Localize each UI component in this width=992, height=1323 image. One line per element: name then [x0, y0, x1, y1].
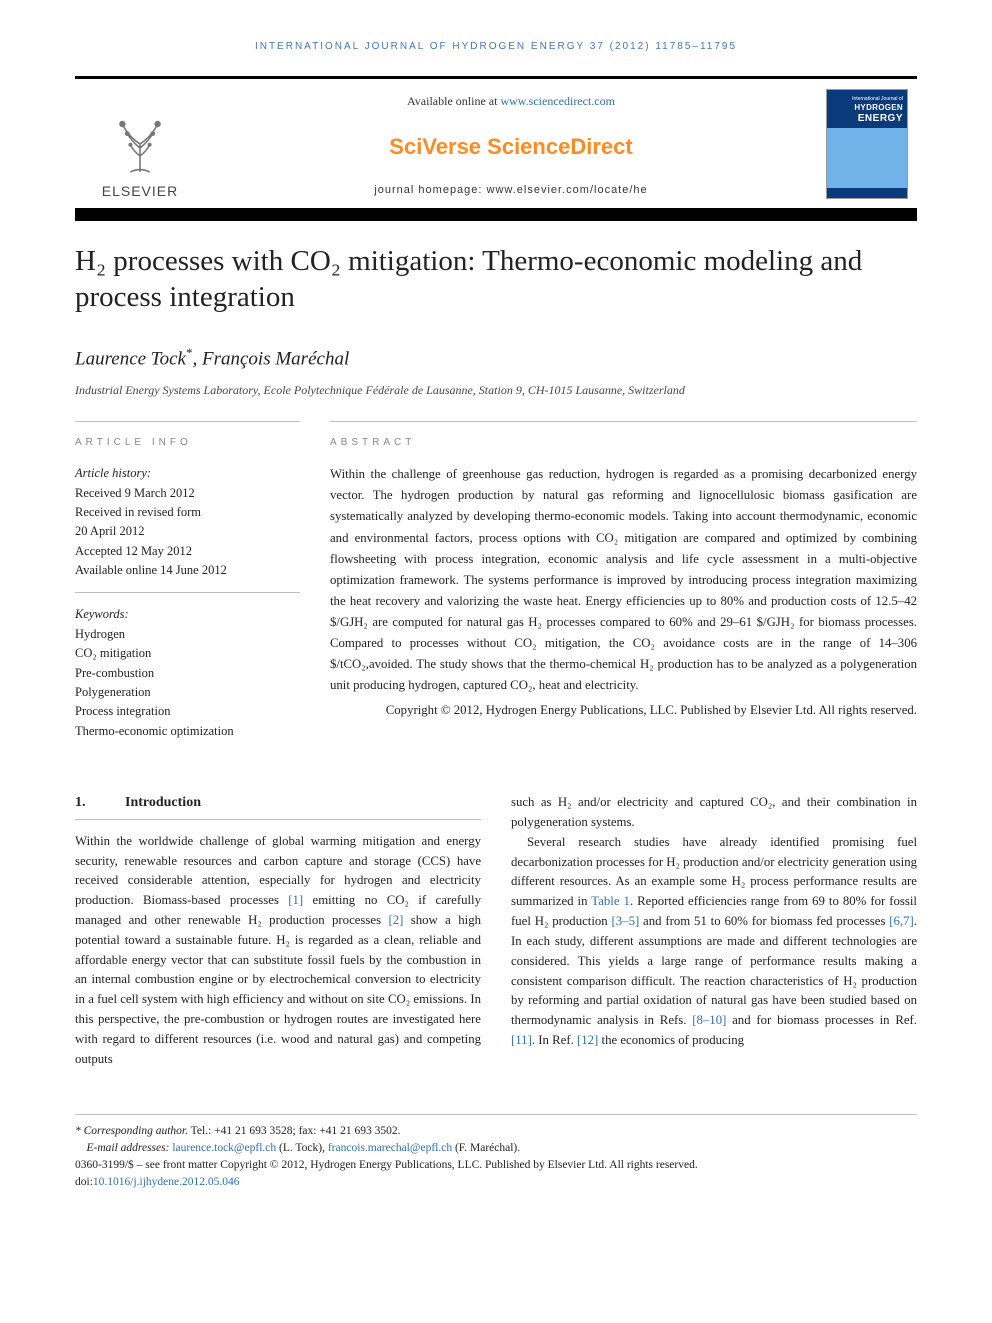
corr-label: * Corresponding author. — [75, 1125, 188, 1137]
available-prefix: Available online at — [407, 94, 500, 108]
email-line: E-mail addresses: laurence.tock@epfl.ch … — [75, 1140, 917, 1157]
citation-link[interactable]: [12] — [577, 1033, 598, 1047]
article-history: Article history: Received 9 March 2012 R… — [75, 464, 300, 580]
text-run: and for biomass processes in Ref. — [726, 1013, 917, 1027]
authors-line: Laurence Tock*, François Maréchal — [75, 344, 917, 373]
page-footer: * Corresponding author. Tel.: +41 21 693… — [75, 1114, 917, 1192]
email-who: (L. Tock), — [276, 1142, 328, 1154]
journal-cover-block: International Journal of HYDROGEN ENERGY — [817, 79, 917, 208]
received-date: Received 9 March 2012 — [75, 484, 300, 503]
email-link[interactable]: laurence.tock@epfl.ch — [172, 1142, 276, 1154]
email-label: E-mail addresses: — [87, 1142, 173, 1154]
corresponding-author-line: * Corresponding author. Tel.: +41 21 693… — [75, 1123, 917, 1140]
table-ref-link[interactable]: Table 1 — [591, 894, 630, 908]
citation-link[interactable]: [11] — [511, 1033, 532, 1047]
email-link[interactable]: francois.marechal@epfl.ch — [328, 1142, 452, 1154]
keyword: Pre-combustion — [75, 664, 300, 683]
masthead-underline — [75, 211, 917, 221]
masthead-center: Available online at www.sciencedirect.co… — [205, 79, 817, 208]
masthead: ELSEVIER Available online at www.science… — [75, 76, 917, 211]
elsevier-wordmark: ELSEVIER — [102, 182, 178, 202]
journal-home-label: journal homepage: — [374, 184, 486, 196]
keyword: CO₂ mitigation — [75, 644, 300, 663]
history-label: Article history: — [75, 464, 300, 483]
journal-home-url[interactable]: www.elsevier.com/locate/he — [487, 184, 648, 196]
keyword: Process integration — [75, 702, 300, 721]
article-info-column: ARTICLE INFO Article history: Received 9… — [75, 421, 300, 741]
author-separator: , — [193, 348, 203, 369]
running-head: INTERNATIONAL JOURNAL OF HYDROGEN ENERGY… — [75, 40, 917, 54]
publisher-logo-block: ELSEVIER — [75, 79, 205, 208]
paragraph: such as H₂ and/or electricity and captur… — [511, 793, 917, 833]
revised-line2: 20 April 2012 — [75, 522, 300, 541]
abstract-body: Within the challenge of greenhouse gas r… — [330, 467, 917, 692]
keyword: Polygeneration — [75, 683, 300, 702]
citation-link[interactable]: [6,7] — [889, 914, 914, 928]
sciverse-logo: SciVerse ScienceDirect — [389, 132, 632, 163]
cover-title-line2: ENERGY — [831, 112, 903, 126]
body-column-left: 1. Introduction Within the worldwide cha… — [75, 793, 481, 1070]
abstract-label: ABSTRACT — [330, 436, 917, 450]
doi-label: doi: — [75, 1176, 93, 1188]
body-column-right: such as H₂ and/or electricity and captur… — [511, 793, 917, 1070]
author-1: Laurence Tock — [75, 348, 186, 369]
keywords-block: Keywords: Hydrogen CO₂ mitigation Pre-co… — [75, 605, 300, 741]
text-run: show a high potential toward a sustainab… — [75, 913, 481, 1066]
author-2: François Maréchal — [202, 348, 349, 369]
text-run: and from 51 to 60% for biomass fed proce… — [639, 914, 889, 928]
journal-cover-thumbnail: International Journal of HYDROGEN ENERGY — [826, 89, 908, 199]
issn-copyright-line: 0360-3199/$ – see front matter Copyright… — [75, 1157, 917, 1174]
doi-line: doi:10.1016/j.ijhydene.2012.05.046 — [75, 1174, 917, 1191]
sciencedirect-link[interactable]: www.sciencedirect.com — [500, 94, 615, 108]
corr-contact: Tel.: +41 21 693 3528; fax: +41 21 693 3… — [188, 1125, 401, 1137]
citation-link[interactable]: [2] — [388, 913, 403, 927]
keyword: Thermo-economic optimization — [75, 722, 300, 741]
section-number: 1. — [75, 793, 125, 813]
email-who: (F. Maréchal). — [452, 1142, 520, 1154]
keywords-label: Keywords: — [75, 605, 300, 624]
paragraph: Several research studies have already id… — [511, 833, 917, 1051]
text-run: the economics of producing — [598, 1033, 744, 1047]
text-run: . In Ref. — [532, 1033, 577, 1047]
citation-link[interactable]: [1] — [288, 893, 303, 907]
info-divider — [75, 592, 300, 593]
section-heading: 1. Introduction — [75, 793, 481, 820]
abstract-column: ABSTRACT Within the challenge of greenho… — [330, 421, 917, 741]
doi-link[interactable]: 10.1016/j.ijhydene.2012.05.046 — [93, 1176, 240, 1188]
abstract-copyright: Copyright © 2012, Hydrogen Energy Public… — [330, 700, 917, 721]
journal-homepage-line: journal homepage: www.elsevier.com/locat… — [374, 183, 647, 198]
citation-link[interactable]: [3–5] — [612, 914, 640, 928]
available-online-line: Available online at www.sciencedirect.co… — [407, 93, 615, 110]
article-title: H₂ processes with CO₂ mitigation: Thermo… — [75, 243, 917, 316]
section-title: Introduction — [125, 793, 201, 813]
paragraph: Within the worldwide challenge of global… — [75, 832, 481, 1070]
online-date: Available online 14 June 2012 — [75, 561, 300, 580]
keyword: Hydrogen — [75, 625, 300, 644]
citation-link[interactable]: [8–10] — [692, 1013, 726, 1027]
revised-line1: Received in revised form — [75, 503, 300, 522]
elsevier-tree-icon — [100, 100, 180, 180]
abstract-text: Within the challenge of greenhouse gas r… — [330, 464, 917, 721]
affiliation: Industrial Energy Systems Laboratory, Ec… — [75, 382, 917, 399]
article-info-label: ARTICLE INFO — [75, 436, 300, 450]
cover-footer-strip — [827, 188, 907, 198]
text-run: . In each study, different assumptions a… — [511, 914, 917, 1027]
accepted-date: Accepted 12 May 2012 — [75, 542, 300, 561]
body-two-column: 1. Introduction Within the worldwide cha… — [75, 793, 917, 1070]
